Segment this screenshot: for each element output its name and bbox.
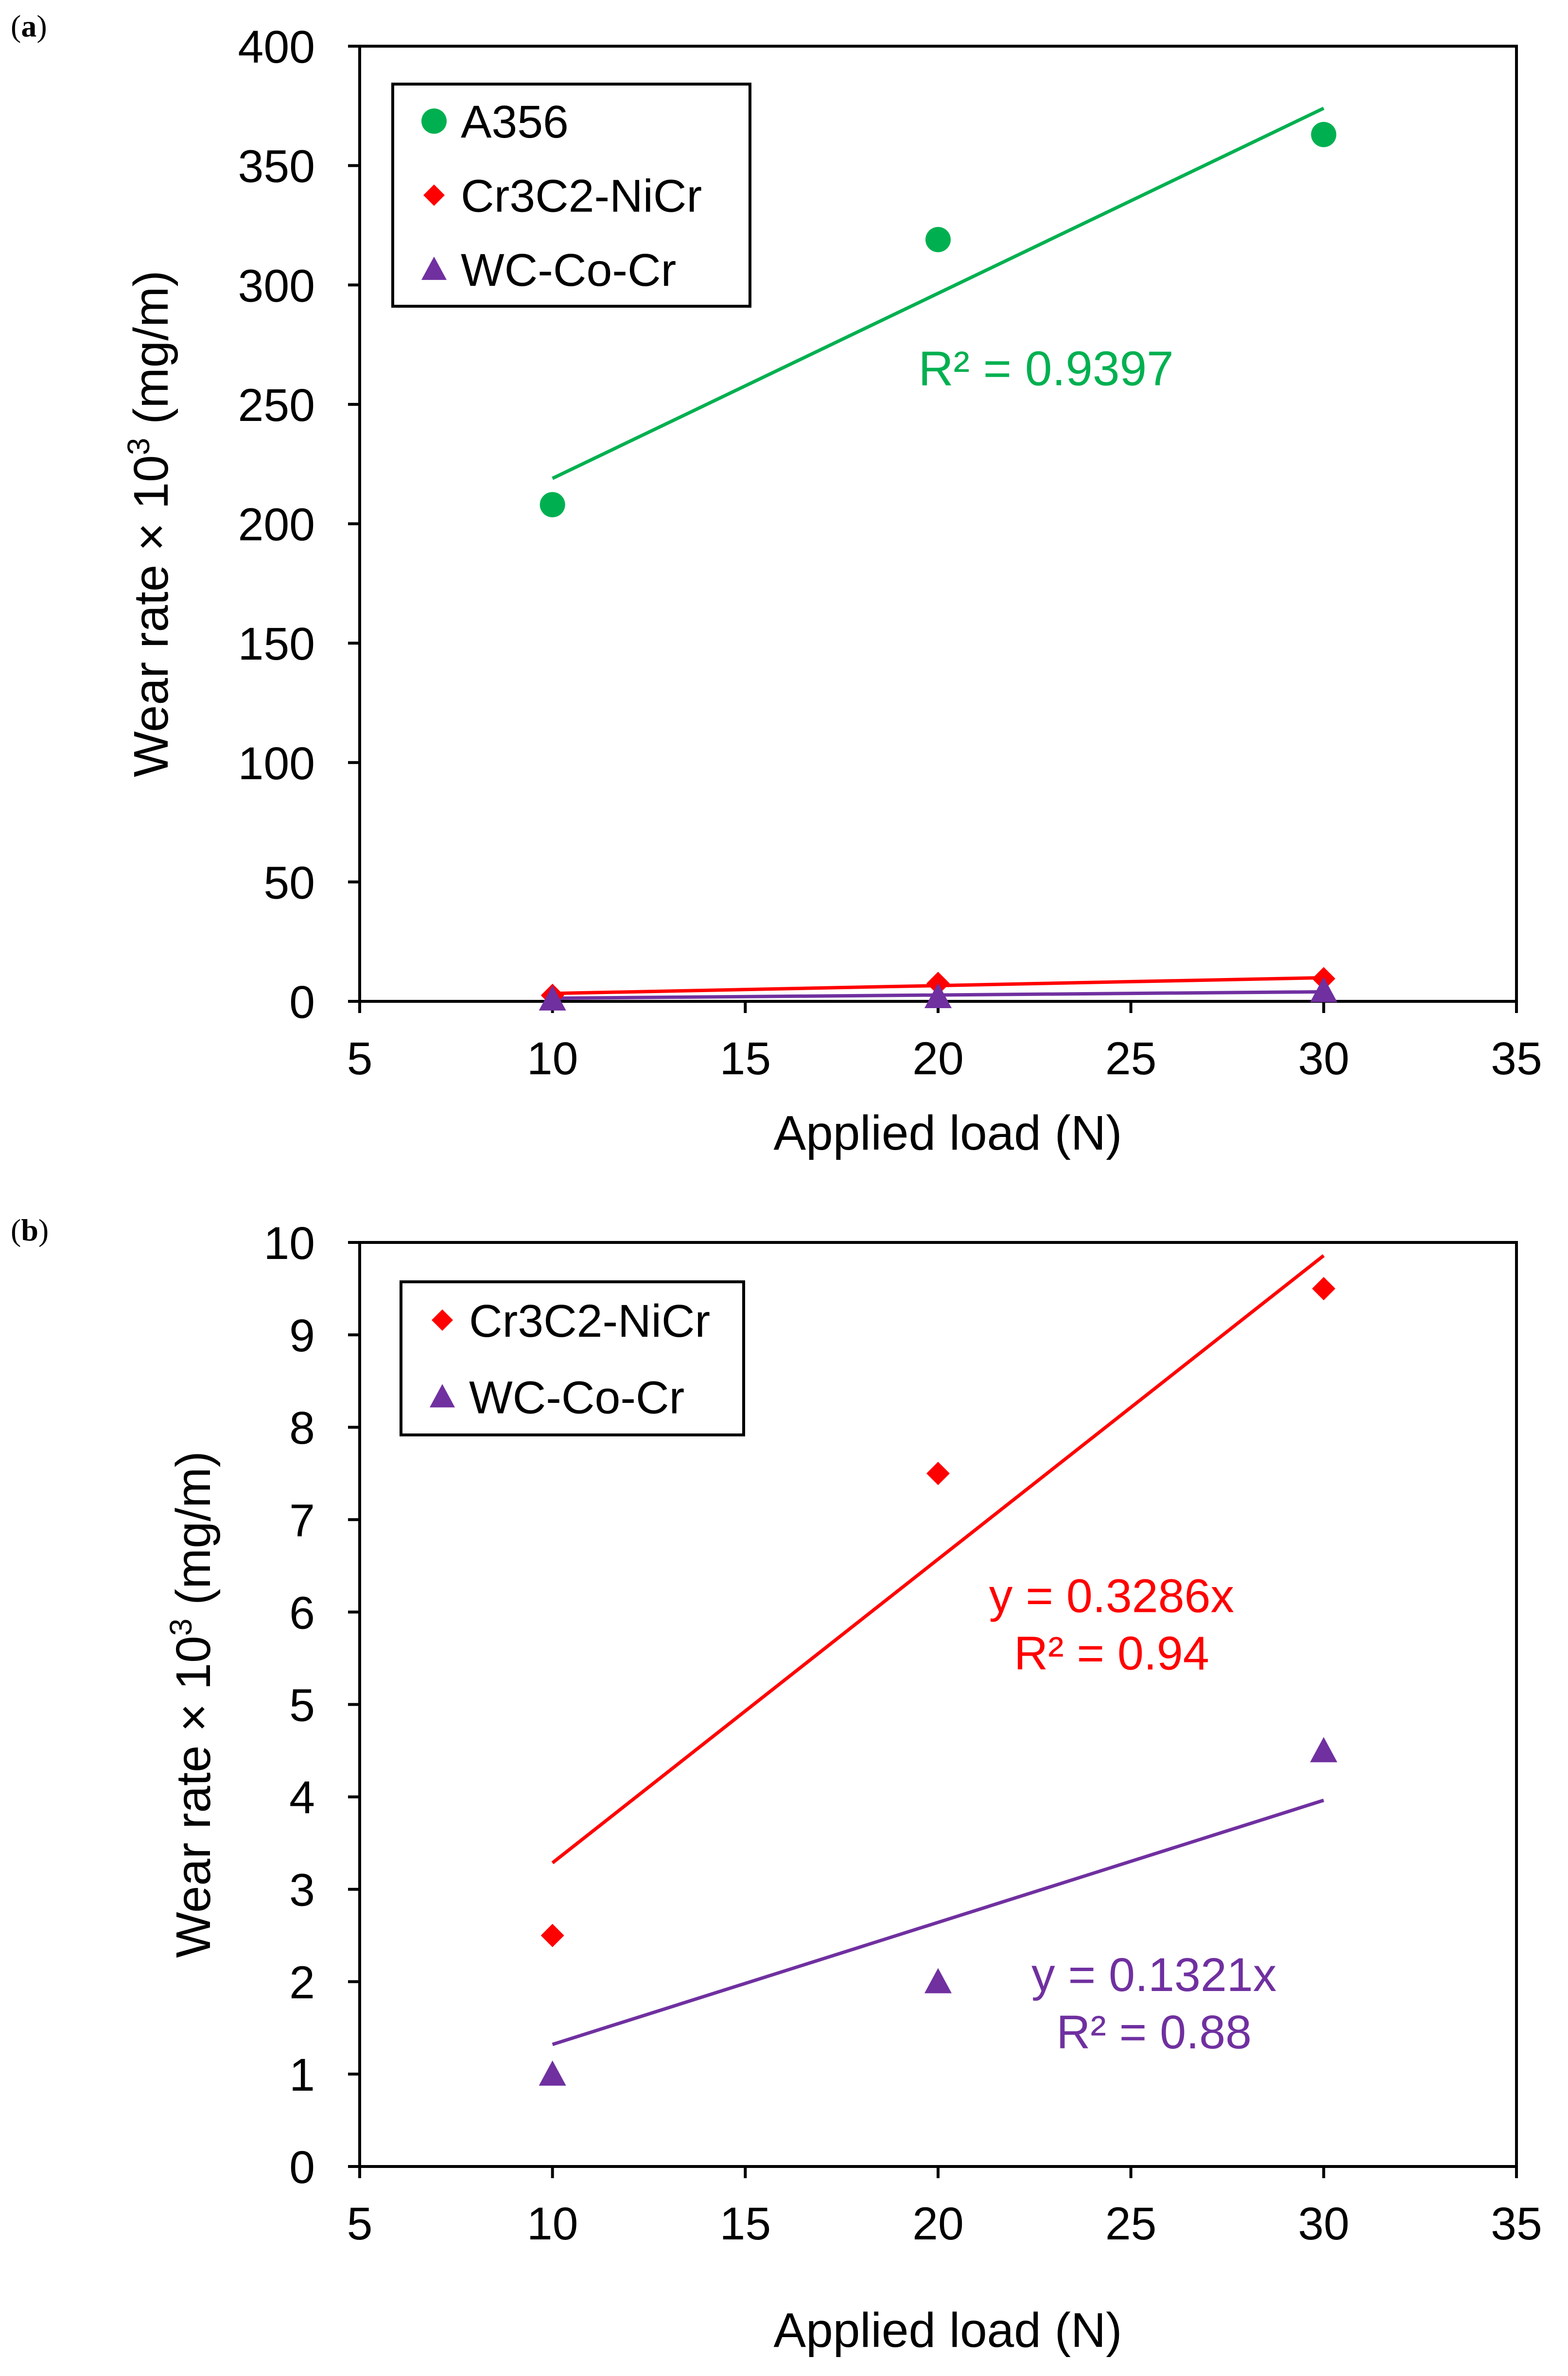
y-tick-label: 1 bbox=[289, 2049, 315, 2101]
y-tick-label: 6 bbox=[289, 1587, 315, 1639]
y-tick-label: 400 bbox=[238, 21, 315, 73]
x-tick-label: 15 bbox=[719, 2198, 771, 2250]
data-point-cr3c2-nicr bbox=[926, 1462, 950, 1485]
legend-marker-wc-co-cr bbox=[430, 1384, 455, 1408]
x-tick-label: 30 bbox=[1298, 2198, 1349, 2250]
data-point-wc-co-cr bbox=[924, 983, 952, 1008]
x-tick-label: 10 bbox=[527, 1033, 578, 1084]
y-tick-label: 250 bbox=[238, 380, 315, 431]
y-tick-label: 2 bbox=[289, 1957, 315, 2009]
y-tick-label: 0 bbox=[289, 977, 315, 1028]
data-point-cr3c2-nicr bbox=[540, 1923, 564, 1947]
y-tick-label: 10 bbox=[263, 1218, 315, 1269]
panel-label: (a) bbox=[11, 9, 47, 43]
x-tick-label: 25 bbox=[1105, 2198, 1157, 2250]
x-tick-label: 20 bbox=[912, 1033, 964, 1084]
x-tick-label: 30 bbox=[1298, 1033, 1349, 1084]
legend: A356 Cr3C2-NiCr WC-Co-Cr bbox=[391, 83, 751, 308]
legend-label-cr3c2-nicr: Cr3C2-NiCr bbox=[461, 171, 702, 222]
y-tick-label: 9 bbox=[289, 1310, 315, 1362]
legend-label-a356: A356 bbox=[461, 96, 569, 148]
chart-panel-0: (a)5 10 15 20 25 30 35050100150200250300350400… bbox=[11, 9, 1542, 1160]
x-tick-label: 25 bbox=[1105, 1033, 1157, 1084]
x-tick-label: 35 bbox=[1491, 2198, 1542, 2250]
data-point-a356 bbox=[925, 227, 951, 252]
x-tick-label: 5 bbox=[347, 1033, 373, 1084]
regression-annotation: R² = 0.9397 bbox=[918, 342, 1173, 396]
x-axis-title: Applied load (N) bbox=[773, 1106, 1122, 1160]
y-tick-label: 0 bbox=[289, 2142, 315, 2193]
x-tick-label: 5 bbox=[347, 2198, 373, 2250]
y-tick-label: 150 bbox=[238, 618, 315, 670]
y-tick-label: 50 bbox=[263, 857, 315, 908]
data-point-cr3c2-nicr bbox=[1312, 1277, 1336, 1301]
x-tick-label: 10 bbox=[527, 2198, 578, 2250]
y-tick-label: 5 bbox=[289, 1680, 315, 1731]
data-point-wc-co-cr bbox=[1310, 1737, 1338, 1763]
data-point-wc-co-cr bbox=[924, 1968, 952, 1993]
regression-annotation: y = 0.3286x R² = 0.94 bbox=[989, 1569, 1234, 1679]
legend: Cr3C2-NiCr WC-Co-Cr bbox=[400, 1280, 745, 1436]
chart-panel-1: (b) 5 10 15 20 25 30 35 0 1 2 3 4 5 6 7 8 9 10 Applied load… bbox=[11, 1213, 1542, 2358]
x-tick-label: 20 bbox=[912, 2198, 964, 2250]
y-tick-label: 300 bbox=[238, 260, 315, 312]
legend-marker-a356 bbox=[421, 108, 447, 134]
data-point-wc-co-cr bbox=[1310, 977, 1338, 1002]
data-point-a356 bbox=[1311, 122, 1337, 147]
legend-marker-wc-co-cr bbox=[421, 256, 447, 280]
legend-box bbox=[391, 83, 751, 308]
regression-annotation: y = 0.1321x R² = 0.88 bbox=[1031, 1948, 1276, 2059]
legend-marker-cr3c2-nicr bbox=[423, 184, 445, 206]
panel-label: (b) bbox=[11, 1213, 49, 1247]
x-tick-label: 35 bbox=[1491, 1033, 1542, 1084]
legend-box bbox=[400, 1280, 745, 1436]
legend-label-cr3c2-nicr: Cr3C2-NiCr bbox=[469, 1295, 710, 1347]
x-axis-title: Applied load (N) bbox=[773, 2303, 1122, 2358]
y-tick-label: 200 bbox=[238, 499, 315, 551]
y-axis-title: Wear rate × 103 (mg/m) bbox=[121, 270, 178, 777]
y-tick-label: 350 bbox=[238, 141, 315, 192]
x-tick-label: 15 bbox=[719, 1033, 771, 1084]
y-tick-label: 3 bbox=[289, 1865, 315, 1916]
legend-label-wc-co-cr: WC-Co-Cr bbox=[469, 1372, 684, 1423]
data-point-wc-co-cr bbox=[539, 985, 566, 1011]
data-point-wc-co-cr bbox=[539, 2060, 566, 2086]
trendline-a356 bbox=[552, 106, 1324, 480]
trendline-wc-co-cr bbox=[552, 1799, 1324, 2046]
y-axis-title: Wear rate × 103 (mg/m) bbox=[163, 1451, 221, 1957]
legend-label-wc-co-cr: WC-Co-Cr bbox=[461, 245, 676, 296]
legend-marker-cr3c2-nicr bbox=[432, 1309, 453, 1331]
y-tick-label: 100 bbox=[238, 738, 315, 789]
data-point-a356 bbox=[540, 492, 565, 518]
trendline-cr3c2-nicr bbox=[551, 1254, 1325, 1865]
y-tick-label: 8 bbox=[289, 1402, 315, 1454]
y-tick-label: 4 bbox=[289, 1772, 315, 1824]
y-tick-label: 7 bbox=[289, 1495, 315, 1546]
